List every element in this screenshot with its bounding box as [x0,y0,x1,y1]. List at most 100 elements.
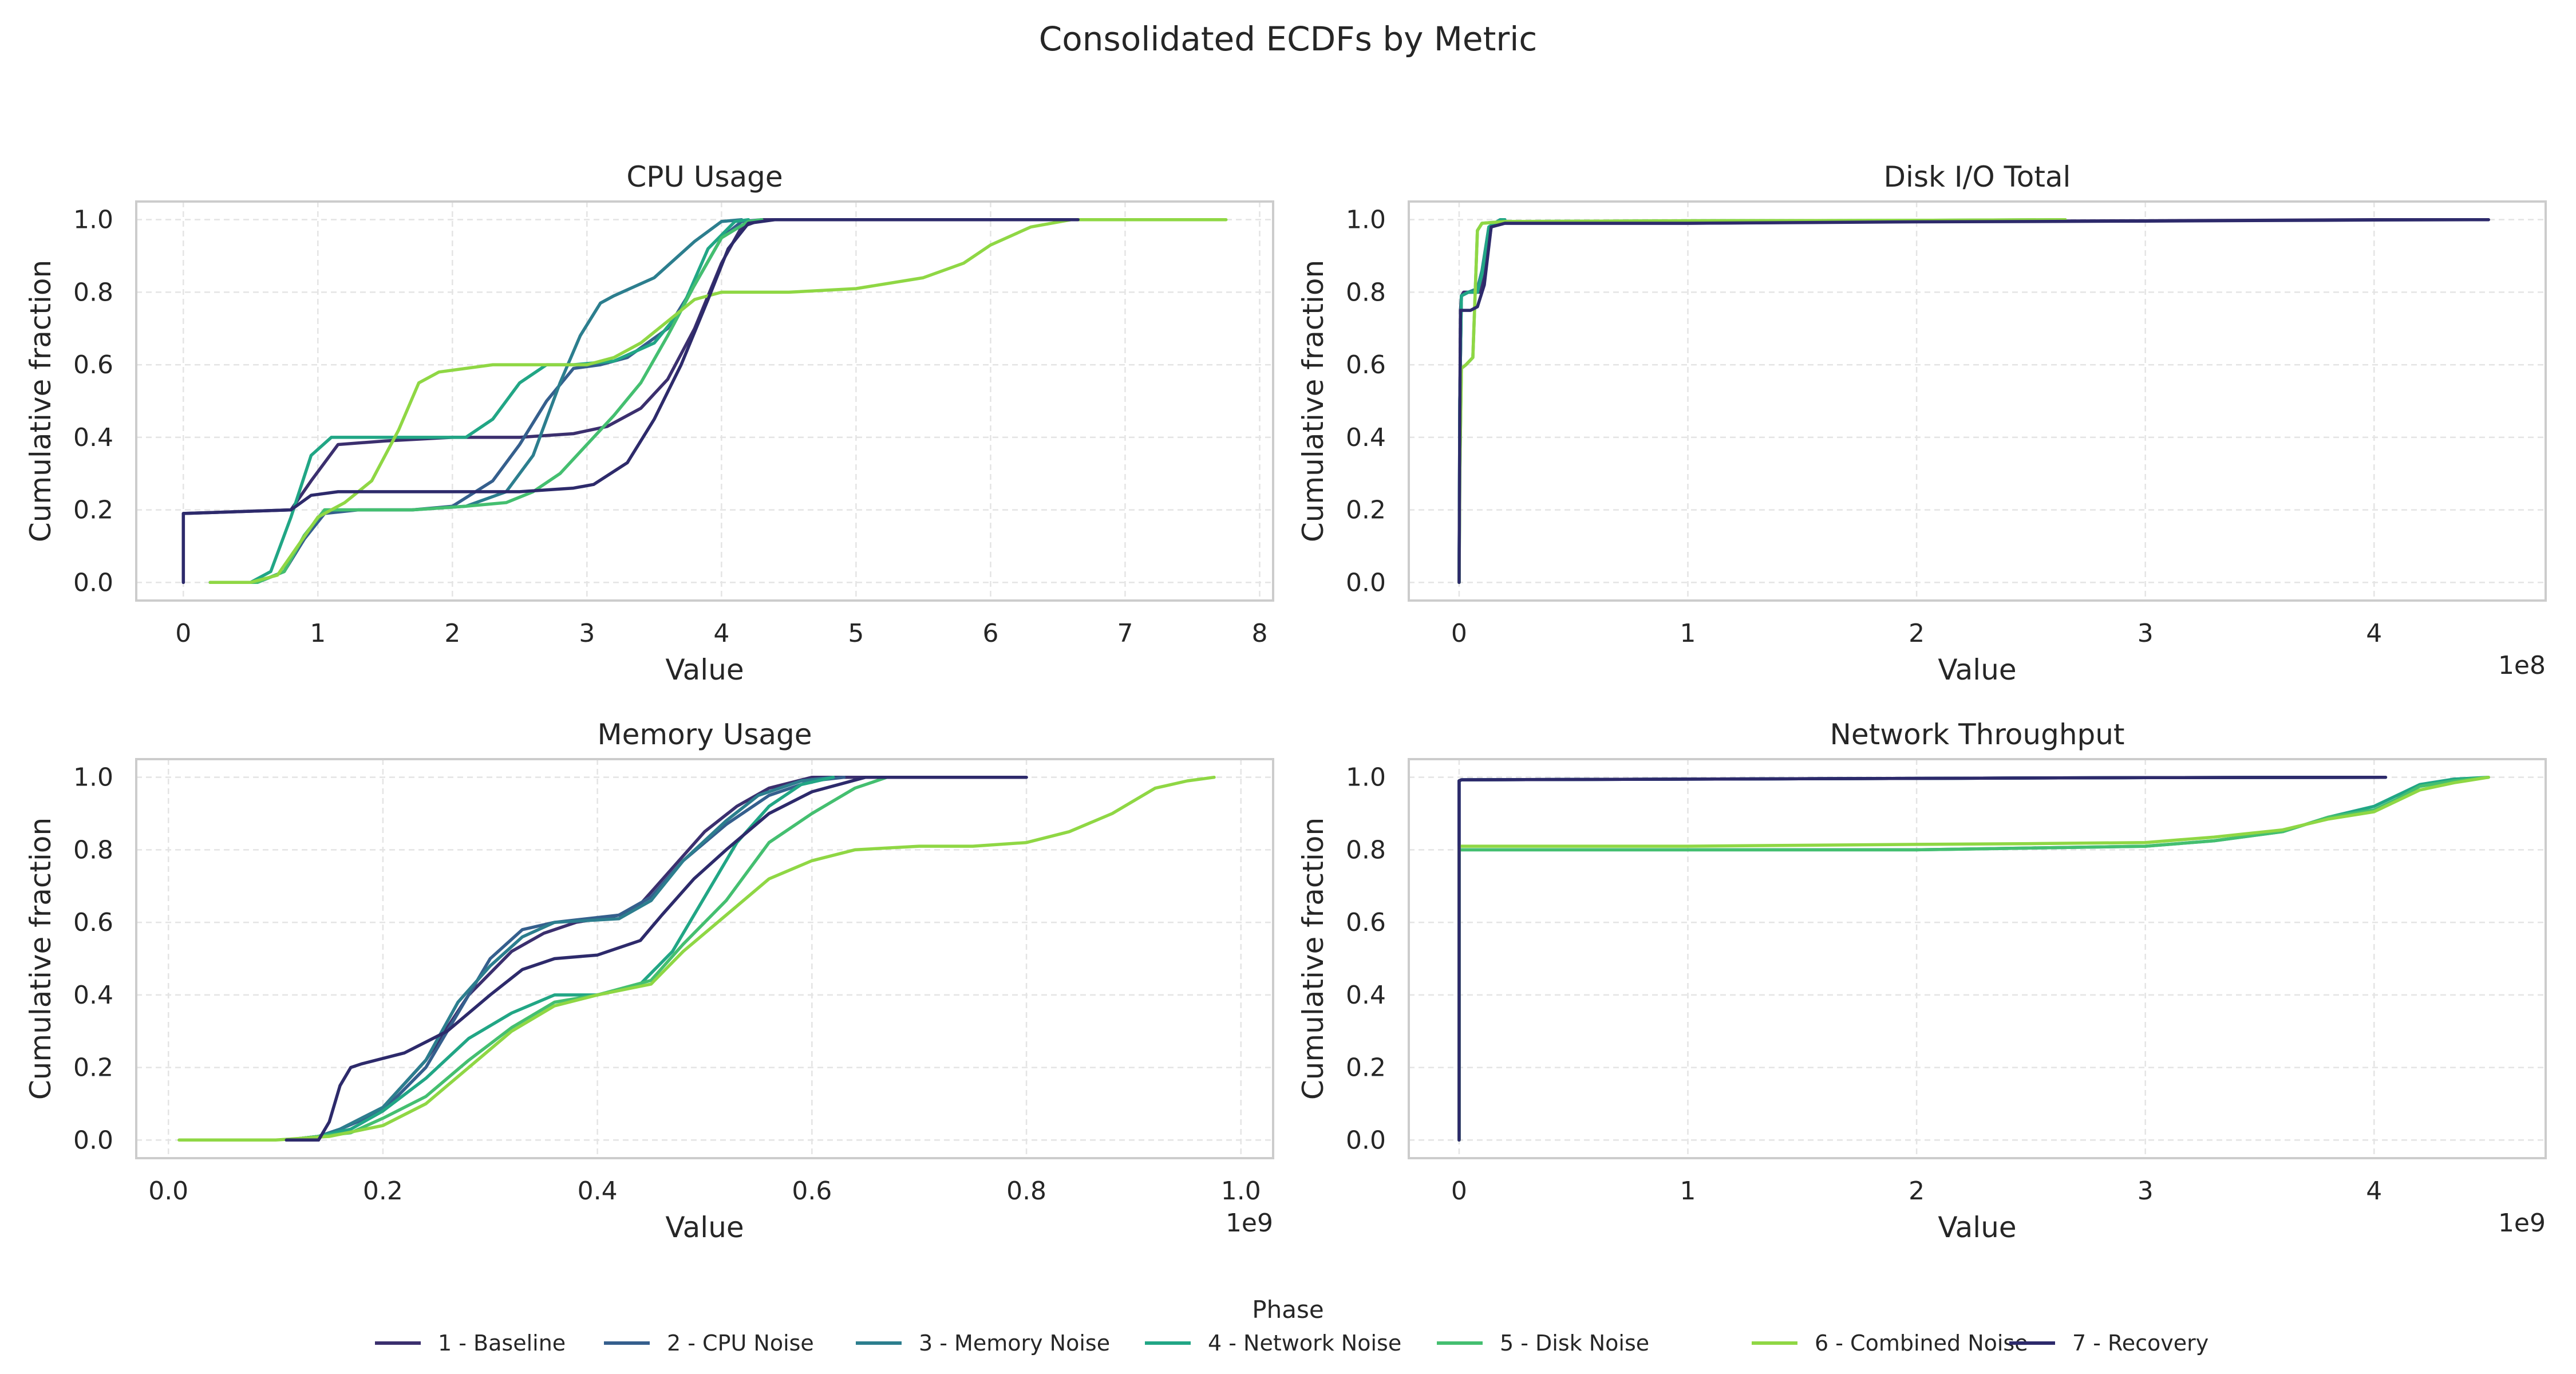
x-tick-label: 2 [444,619,460,648]
series-line-7 [285,775,1028,1142]
x-axis-label: Value [1938,1211,2016,1244]
x-tick-label: 3 [2138,619,2154,648]
x-tick-label: 0.6 [792,1176,832,1206]
x-axis-label: Value [665,1211,744,1244]
legend-label: 4 - Network Noise [1208,1330,1401,1356]
legend-item-1: 1 - Baseline [375,1330,566,1356]
panel-title: Disk I/O Total [1884,160,2071,194]
x-tick-label: 0.2 [363,1176,403,1206]
x-tick-label: 0.4 [578,1176,618,1206]
y-tick-label: 1.0 [1346,763,1386,792]
x-tick-label: 8 [1251,619,1267,648]
y-tick-label: 0.0 [73,568,113,597]
panel-title: Memory Usage [597,718,812,751]
y-tick-label: 0.2 [1346,1053,1386,1083]
panel-title: Network Throughput [1830,718,2124,751]
x-tick-label: 1.0 [1221,1176,1261,1206]
x-tick-label: 1 [310,619,326,648]
legend-label: 6 - Combined Noise [1815,1330,2028,1356]
plot-frame [135,758,1274,1159]
x-tick-label: 6 [982,619,998,648]
y-tick-label: 0.8 [1346,278,1386,307]
y-tick-label: 1.0 [73,763,113,792]
y-tick-label: 0.2 [73,1053,113,1083]
y-axis-label: Cumulative fraction [1297,818,1330,1100]
y-tick-label: 0.6 [1346,908,1386,937]
x-tick-label: 4 [2366,619,2382,648]
x-tick-label: 1 [1680,1176,1696,1206]
x-axis-label: Value [1938,653,2016,686]
x-offset-label: 1e9 [2498,1209,2546,1238]
legend-label: 7 - Recovery [2072,1330,2208,1356]
legend-label: 1 - Baseline [438,1330,566,1356]
x-offset-label: 1e8 [2498,651,2546,680]
panel-cpu-usage: 0 1 2 3 4 5 6 7 8 0.0 0.2 0.4 0.6 0.8 1.0 CPU Usage Valu… [24,160,1274,686]
series-line-4 [285,775,835,1142]
series-line-6 [177,775,1216,1142]
x-tick-label: 5 [848,619,864,648]
series-line-6 [208,218,1228,585]
x-tick-label: 4 [2366,1176,2382,1206]
x-tick-label: 4 [713,619,729,648]
x-axis-label: Value [665,653,744,686]
panel-disk-io-total: 0 1 2 3 4 0.0 0.2 0.4 0.6 0.8 1.0 Disk I/O Total Val… [1297,160,2547,686]
y-tick-label: 1.0 [73,206,113,235]
y-tick-label: 0.4 [1346,981,1386,1010]
legend-label: 3 - Memory Noise [919,1330,1110,1356]
y-tick-label: 0.8 [73,278,113,307]
panel-title: CPU Usage [626,160,783,194]
series-line-5 [285,775,889,1142]
y-axis-label: Cumulative fraction [24,818,57,1100]
plot-frame [135,200,1274,602]
y-tick-label: 0.0 [73,1126,113,1155]
x-tick-label: 2 [1909,1176,1925,1206]
y-tick-label: 0.8 [1346,835,1386,864]
series-line-7 [1457,218,2490,585]
y-tick-label: 0.2 [73,496,113,525]
figure-title: Consolidated ECDFs by Metric [1039,19,1537,58]
y-tick-label: 0.8 [73,835,113,864]
x-tick-label: 0 [175,619,191,648]
legend: Phase 1 - Baseline 2 - CPU Noise 3 - Memor… [375,1296,2208,1356]
y-tick-label: 0.4 [73,423,113,452]
series-line-6 [1457,775,2490,1142]
series-line-3 [285,775,835,1142]
x-offset-label: 1e9 [1226,1209,1273,1238]
y-tick-label: 0.2 [1346,496,1386,525]
y-tick-label: 0.0 [1346,1126,1386,1155]
y-tick-label: 0.6 [73,908,113,937]
x-tick-label: 2 [1909,619,1925,648]
series-line-5 [1457,775,2490,1142]
series-line-2 [285,775,846,1142]
legend-item-4: 4 - Network Noise [1145,1330,1401,1356]
panel-network-throughput: 0 1 2 3 4 0.0 0.2 0.4 0.6 0.8 1.0 Network Throughpu… [1297,718,2547,1244]
legend-item-2: 2 - CPU Noise [604,1330,814,1356]
legend-item-5: 5 - Disk Noise [1437,1330,1649,1356]
x-tick-label: 0.8 [1006,1176,1046,1206]
x-tick-label: 0 [1451,1176,1467,1206]
y-tick-label: 0.4 [73,981,113,1010]
x-tick-label: 1 [1680,619,1696,648]
y-axis-label: Cumulative fraction [1297,260,1330,542]
y-tick-label: 0.4 [1346,423,1386,452]
x-tick-label: 3 [579,619,595,648]
legend-item-7: 7 - Recovery [2009,1330,2208,1356]
x-tick-label: 3 [2138,1176,2154,1206]
x-tick-label: 0.0 [148,1176,188,1206]
legend-item-6: 6 - Combined Noise [1752,1330,2028,1356]
y-tick-label: 1.0 [1346,206,1386,235]
x-tick-label: 7 [1117,619,1133,648]
y-tick-label: 0.6 [1346,350,1386,380]
legend-title: Phase [1252,1296,1323,1324]
series-line-7 [1457,775,2388,1142]
x-tick-label: 0 [1451,619,1467,648]
panel-memory-usage: 0.0 0.2 0.4 0.6 0.8 1.0 0.0 0.2 0.4 0.6 0.8 1.0 Memo… [24,718,1274,1244]
y-axis-label: Cumulative fraction [24,260,57,542]
legend-label: 5 - Disk Noise [1500,1330,1649,1356]
series-line-7 [181,218,1080,585]
plot-frame [1408,758,2547,1159]
y-tick-label: 0.6 [73,350,113,380]
legend-item-3: 3 - Memory Noise [856,1330,1110,1356]
plot-frame [1408,200,2547,602]
